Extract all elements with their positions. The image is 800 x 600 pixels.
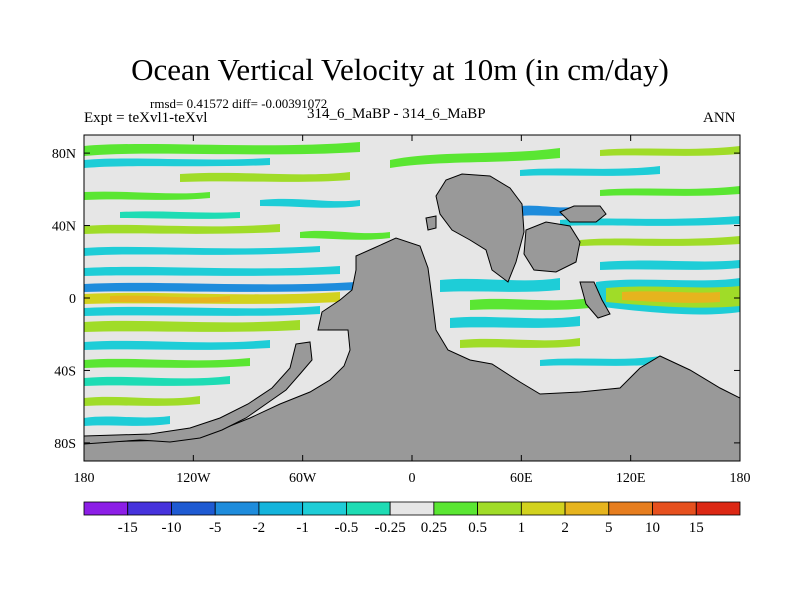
colorbar-swatch: [345, 501, 391, 516]
colorbar-swatch: [695, 501, 741, 516]
land-small-island: [579, 281, 611, 319]
land-tiny-islet: [425, 215, 437, 231]
case-label: 314_6_MaBP - 314_6_MaBP: [307, 106, 486, 122]
colorbar-label: 2: [561, 520, 569, 536]
map-field: [84, 135, 740, 461]
colorbar-label: 0.5: [468, 520, 487, 536]
land-small-ne: [559, 205, 607, 223]
colorbar-swatch: [258, 501, 304, 516]
colorbar-swatch: [302, 501, 347, 516]
x-tick-label: 120E: [616, 471, 646, 486]
colorbar-label: 1: [518, 520, 526, 536]
chart-title: Ocean Vertical Velocity at 10m (in cm/da…: [131, 52, 669, 87]
y-tick-label: 40N: [52, 220, 76, 235]
colorbar-swatch: [564, 501, 610, 516]
land-northern-block: [435, 173, 525, 283]
colorbar-label: -1: [296, 520, 309, 536]
colorbar-swatch: [127, 501, 172, 516]
stats-line: rmsd= 0.41572 diff= -0.00391072: [150, 96, 328, 111]
colorbar-swatch: [652, 501, 697, 516]
colorbar-label: -0.5: [335, 520, 359, 536]
colorbar-swatch: [389, 501, 435, 516]
season-label: ANN: [703, 110, 736, 126]
land-masses: [84, 173, 740, 461]
colorbar-label: -5: [209, 520, 222, 536]
colorbar-swatch: [171, 501, 216, 516]
x-tick-label: 180: [74, 471, 95, 486]
x-tick-label: 0: [409, 471, 416, 486]
experiment-label: Expt = teXvl1-teXvl: [84, 110, 208, 126]
colorbar-swatch: [433, 501, 479, 516]
y-tick-label: 80N: [52, 147, 76, 162]
colorbar-swatch: [214, 501, 260, 516]
colorbar-swatch: [608, 501, 653, 516]
colorbar-label: -10: [161, 520, 181, 536]
colorbar-label: -2: [253, 520, 266, 536]
y-tick-label: 0: [69, 292, 76, 307]
velocity-bands: [84, 142, 740, 426]
colorbar-swatch: [520, 501, 566, 516]
land-east-island: [523, 221, 581, 273]
colorbar-label: -0.25: [375, 520, 406, 536]
colorbar-swatch: [83, 501, 129, 516]
x-tick-label: 180: [730, 471, 751, 486]
axis-ticks: 180 120W 60W 0 60E 120E 180 80N 40N 0 40S 80S: [52, 135, 751, 486]
colorbar-label: 0.25: [421, 520, 447, 536]
colorbar-label: -15: [118, 520, 138, 536]
x-tick-label: 120W: [176, 471, 211, 486]
x-tick-label: 60W: [289, 471, 317, 486]
land-main-body: [84, 237, 740, 461]
colorbar: -15 -10 -5 -2 -1 -0.5 -0.25 0.25 0.5 1 2 5 10 15: [83, 501, 741, 536]
colorbar-label: 10: [645, 520, 660, 536]
colorbar-swatch: [477, 501, 522, 516]
y-tick-label: 80S: [54, 437, 76, 452]
colorbar-label: 5: [605, 520, 613, 536]
colorbar-label: 15: [689, 520, 704, 536]
x-tick-label: 60E: [510, 471, 533, 486]
land-western-arm: [84, 341, 313, 445]
y-tick-label: 40S: [54, 364, 76, 379]
